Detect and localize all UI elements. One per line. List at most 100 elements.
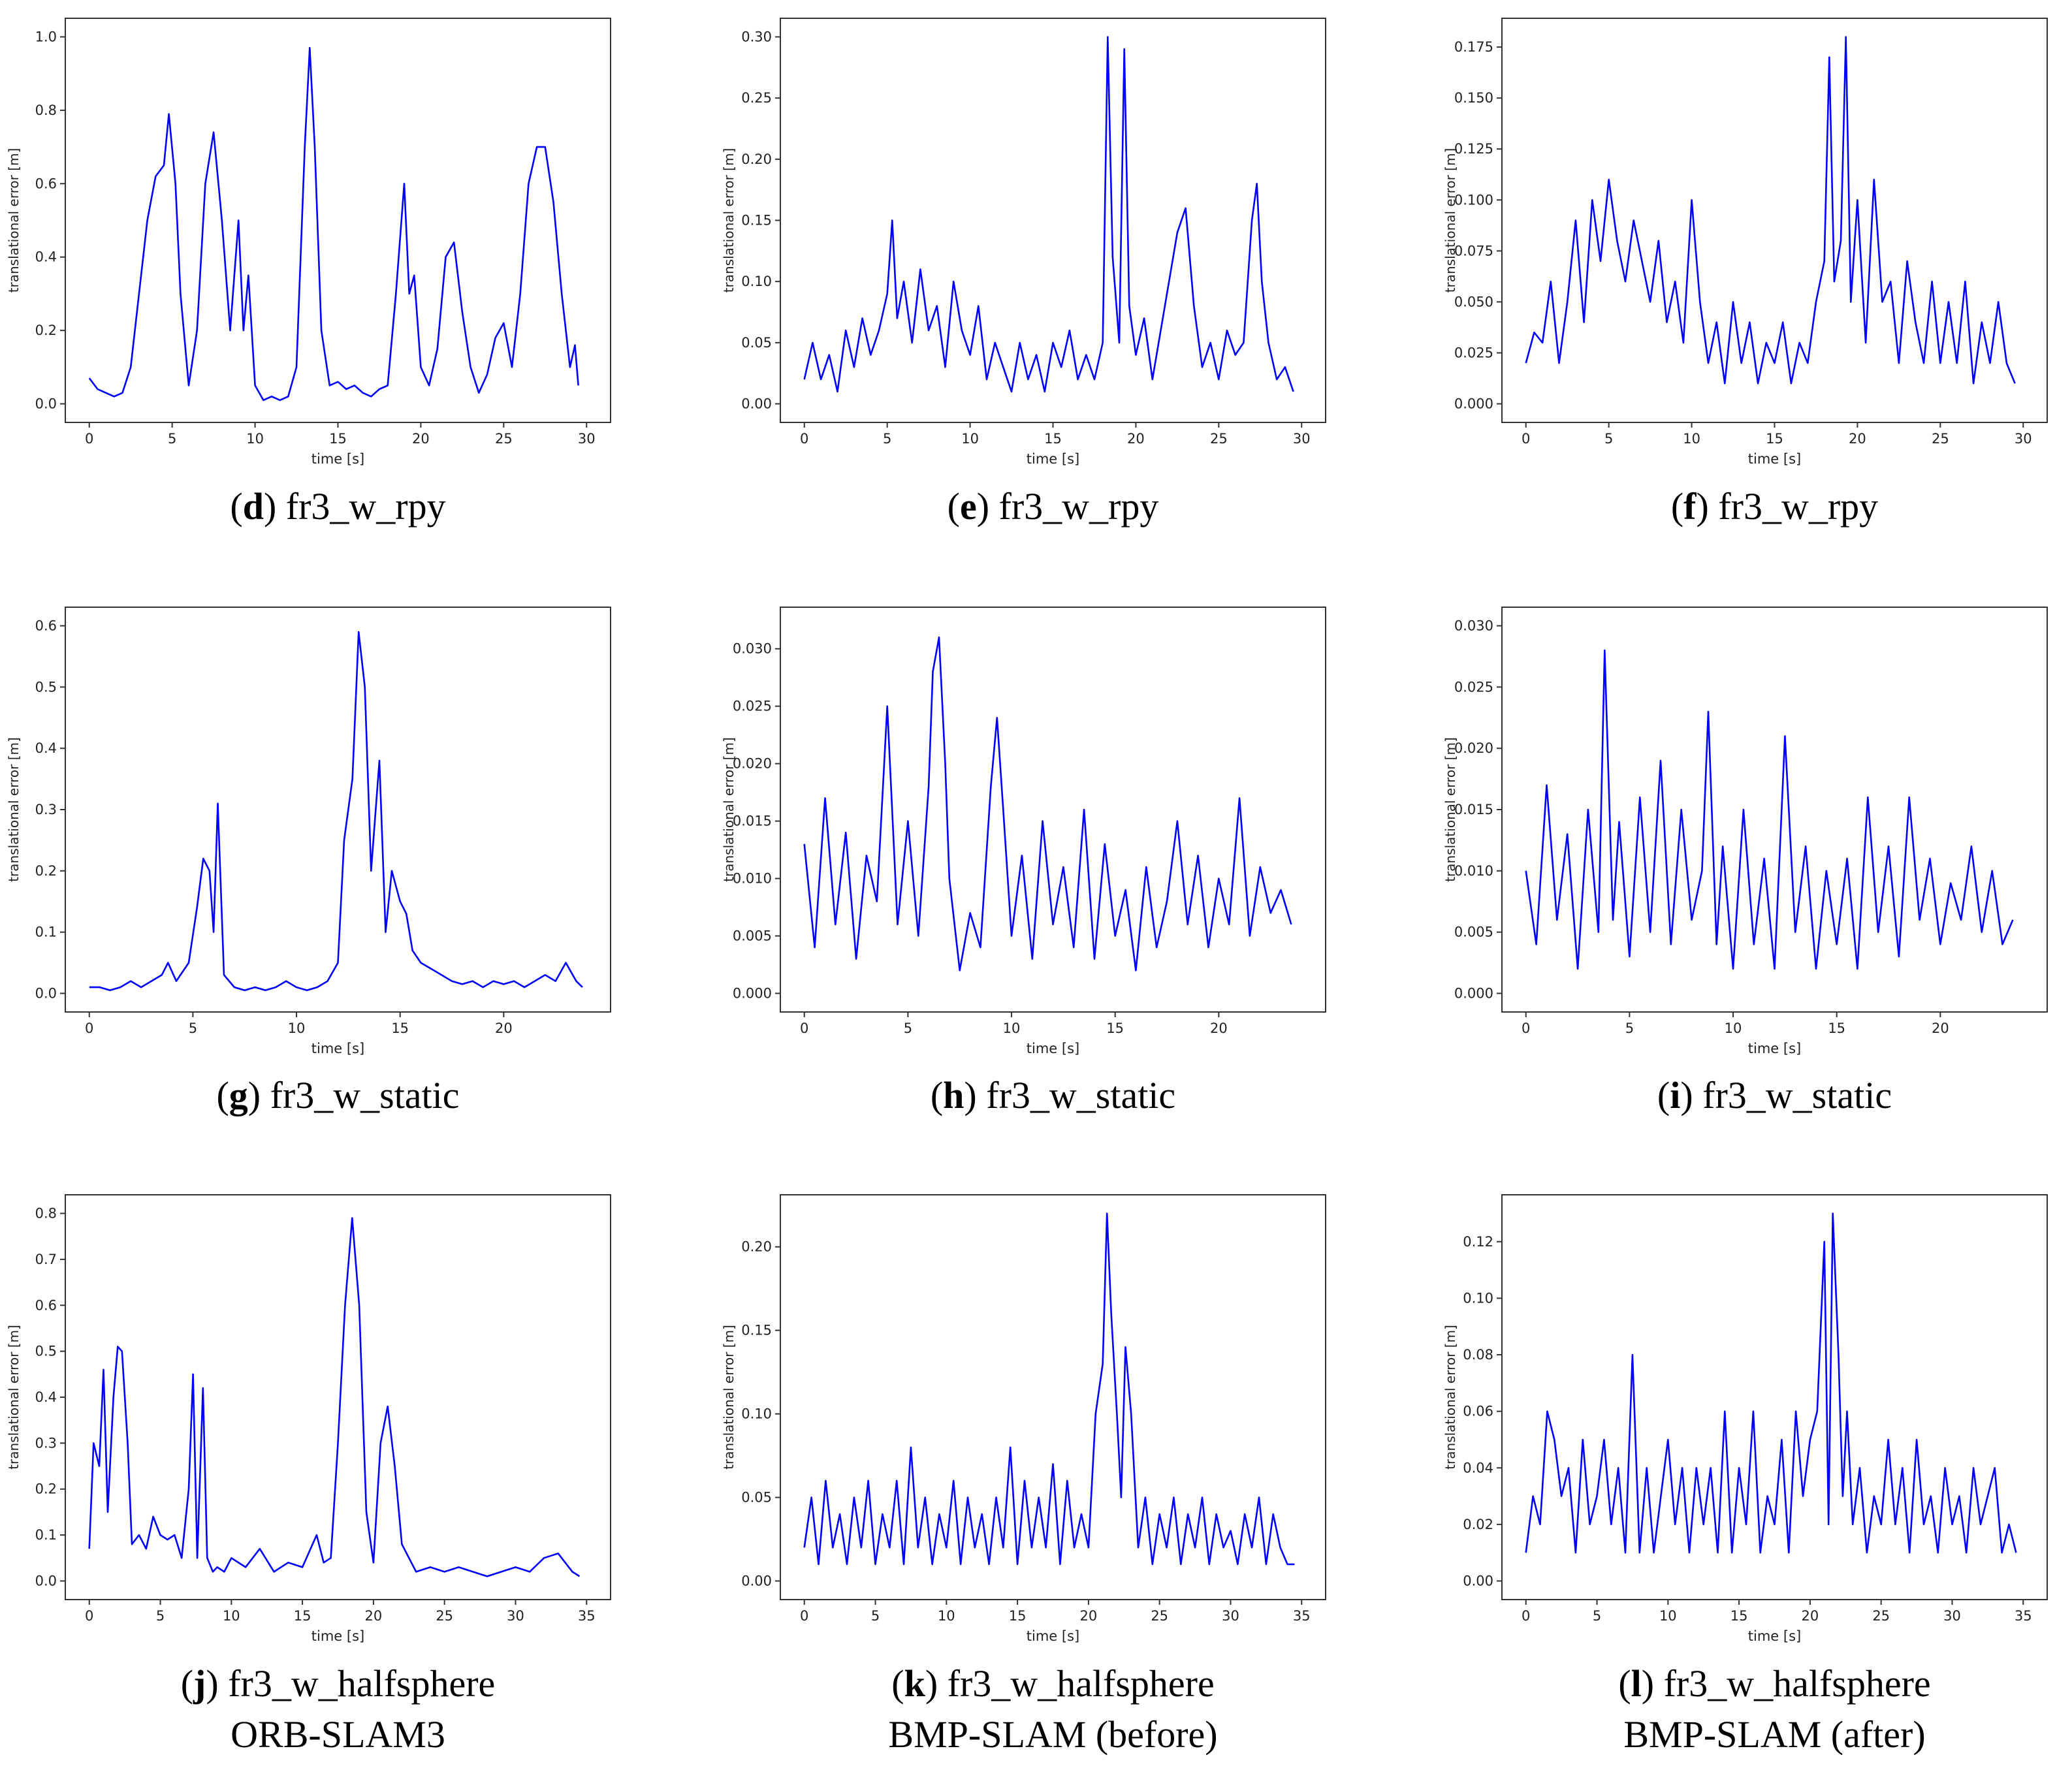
- y-tick-label: 0.4: [35, 740, 57, 756]
- y-tick-label: 0.05: [741, 335, 772, 351]
- series-line: [803, 636, 1292, 971]
- x-tick-label: 5: [189, 1020, 197, 1036]
- y-axis-label: translational error [m]: [1442, 737, 1458, 882]
- x-tick-label: 5: [883, 431, 891, 447]
- y-tick-label: 0.25: [741, 90, 772, 106]
- y-tick-label: 0.4: [35, 249, 57, 265]
- panel-dataset-name: fr3_w_halfsphere: [228, 1662, 495, 1705]
- x-tick-label: 15: [1730, 1608, 1748, 1624]
- y-tick-label: 0.30: [741, 29, 772, 44]
- y-tick-label: 0.4: [35, 1389, 57, 1405]
- x-tick-label: 5: [1625, 1020, 1634, 1036]
- caption-paren-open: (: [216, 1074, 229, 1116]
- y-tick-label: 0.5: [35, 1344, 57, 1359]
- x-tick-label: 0: [85, 1020, 93, 1036]
- x-tick-label: 15: [391, 1020, 409, 1036]
- x-tick-label: 5: [156, 1608, 165, 1624]
- caption-paren-open: (: [1618, 1662, 1631, 1705]
- y-tick-label: 0.075: [1454, 243, 1493, 259]
- y-tick-label: 1.0: [35, 29, 57, 44]
- series-line: [803, 36, 1294, 393]
- x-axis-label: time [s]: [1748, 451, 1801, 467]
- x-tick-label: 5: [1593, 1608, 1601, 1624]
- x-tick-label: 15: [1828, 1020, 1845, 1036]
- y-tick-label: 0.20: [741, 151, 772, 167]
- x-tick-label: 20: [1932, 1020, 1949, 1036]
- y-tick-label: 0.0: [35, 396, 57, 412]
- plot-frame: [1501, 1194, 2048, 1600]
- panel-dataset-name: fr3_w_rpy: [1718, 485, 1878, 528]
- y-tick-label: 0.0: [35, 985, 57, 1001]
- y-tick-label: 0.00: [741, 396, 772, 412]
- y-tick-label: 0.015: [733, 814, 772, 829]
- x-axis-label: time [s]: [1748, 1628, 1801, 1644]
- series-line: [89, 631, 583, 992]
- caption-paren-open: (: [1671, 485, 1683, 528]
- y-tick-label: 0.06: [1463, 1404, 1493, 1419]
- chart-panel-i: 0.000 0.005 0.010 0.015 0.020 0.025 0.030 0 5 10 1…: [1442, 607, 2048, 1116]
- panel-caption: (l) fr3_w_halfsphere: [1618, 1662, 1930, 1705]
- caption-paren-open: (: [181, 1662, 193, 1705]
- x-tick-label: 25: [1151, 1608, 1168, 1624]
- x-tick-label: 15: [294, 1608, 311, 1624]
- y-tick-label: 0.030: [733, 641, 772, 657]
- x-tick-label: 25: [1872, 1608, 1890, 1624]
- x-tick-label: 30: [578, 431, 596, 447]
- y-tick-label: 0.6: [35, 176, 57, 191]
- series-line: [88, 47, 579, 402]
- y-axis-label: translational error [m]: [6, 737, 22, 882]
- chart-panel-g: 0.0 0.1 0.2 0.3 0.4 0.5 0.6 0 5 10 15 20 time [s] tra…: [6, 607, 611, 1116]
- y-tick-label: 0.5: [35, 679, 57, 695]
- y-tick-label: 0.175: [1454, 39, 1493, 55]
- x-tick-label: 10: [1659, 1608, 1677, 1624]
- y-tick-label: 0.10: [1463, 1290, 1493, 1306]
- x-tick-label: 10: [1683, 431, 1700, 447]
- y-tick-label: 0.3: [35, 1435, 57, 1451]
- caption-paren-open: (: [931, 1074, 943, 1116]
- x-axis-label: time [s]: [1027, 1041, 1079, 1056]
- y-axis-label: translational error [m]: [6, 1325, 22, 1470]
- x-tick-label: 5: [904, 1020, 912, 1036]
- y-tick-label: 0.000: [733, 985, 772, 1001]
- caption-paren-close: ): [977, 485, 999, 528]
- y-tick-label: 0.125: [1454, 141, 1493, 157]
- x-tick-label: 15: [1106, 1020, 1124, 1036]
- x-tick-label: 35: [1293, 1608, 1311, 1624]
- x-axis-label: time [s]: [1748, 1041, 1801, 1056]
- y-tick-label: 0.1: [35, 924, 57, 940]
- caption-paren-close: ): [264, 485, 286, 528]
- y-tick-label: 0.015: [1454, 802, 1493, 817]
- x-tick-label: 35: [2015, 1608, 2032, 1624]
- y-tick-label: 0.00: [741, 1573, 772, 1588]
- series-line: [1525, 1212, 2017, 1554]
- y-tick-label: 0.005: [1454, 924, 1493, 940]
- x-tick-label: 25: [436, 1608, 453, 1624]
- plot-frame: [780, 1194, 1326, 1600]
- x-axis-label: time [s]: [311, 1041, 364, 1056]
- y-tick-label: 0.025: [1454, 679, 1493, 695]
- x-tick-label: 25: [1932, 431, 1949, 447]
- x-tick-label: 0: [1522, 1020, 1530, 1036]
- chart-panel-j: 0.0 0.1 0.2 0.3 0.4 0.5 0.6 0.7 0.8 0 5 10 15 20 25 30 3…: [6, 1194, 611, 1756]
- panel-caption: (k) fr3_w_halfsphere: [891, 1662, 1214, 1705]
- chart-panel-l: 0.00 0.02 0.04 0.06 0.08 0.10 0.12 0 5 10 15 20 25 30…: [1442, 1194, 2048, 1756]
- x-tick-label: 20: [412, 431, 430, 447]
- panel-method-name: ORB-SLAM3: [231, 1713, 445, 1756]
- caption-paren-close: ): [1642, 1662, 1664, 1705]
- x-tick-label: 30: [1293, 431, 1311, 447]
- x-tick-label: 0: [800, 1608, 808, 1624]
- y-tick-label: 0.000: [1454, 396, 1493, 412]
- panel-letter: k: [904, 1662, 926, 1705]
- y-tick-label: 0.005: [733, 928, 772, 944]
- chart-panel-d: 0.0 0.2 0.4 0.6 0.8 1.0 0 5 10 15 20 25 30 time [s] tr…: [6, 18, 611, 528]
- panel-dataset-name: fr3_w_static: [1702, 1074, 1892, 1116]
- x-tick-label: 15: [1044, 431, 1062, 447]
- panel-letter: j: [193, 1662, 206, 1705]
- caption-paren-open: (: [230, 485, 242, 528]
- chart-panel-f: 0.000 0.025 0.050 0.075 0.100 0.125 0.150 0.175…: [1442, 18, 2048, 528]
- panel-dataset-name: fr3_w_static: [270, 1074, 460, 1116]
- x-tick-label: 20: [1127, 431, 1145, 447]
- panel-letter: d: [243, 485, 264, 528]
- y-tick-label: 0.1: [35, 1527, 57, 1543]
- panel-caption: (i) fr3_w_static: [1657, 1074, 1892, 1116]
